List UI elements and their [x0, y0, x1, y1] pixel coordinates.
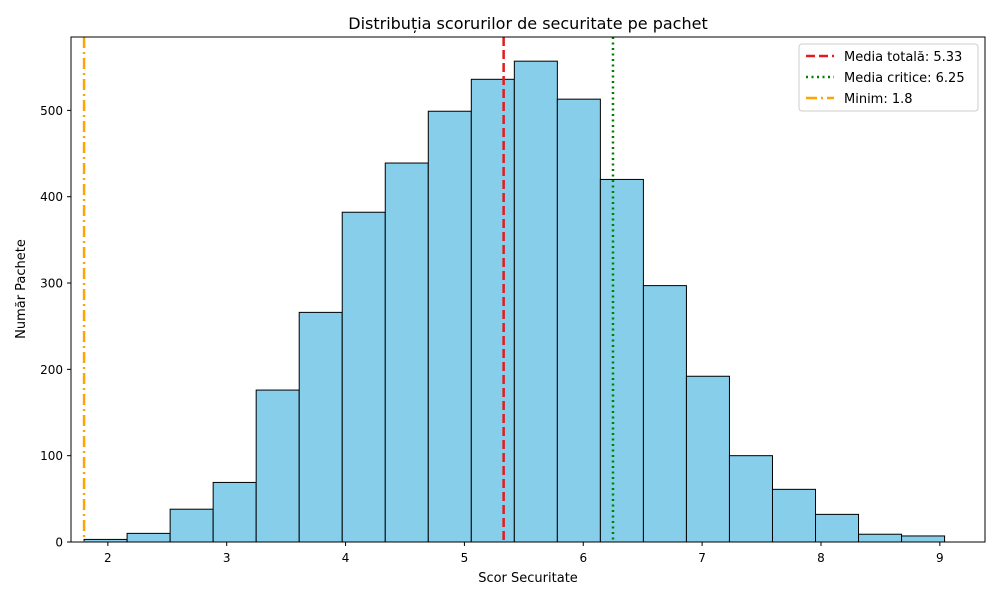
y-tick-label: 0: [55, 536, 63, 550]
y-axis-label: Număr Pachete: [14, 239, 29, 339]
histogram-bar: [599, 178, 644, 543]
y-tick-label: 500: [40, 104, 63, 118]
legend-label-mean-total: Media totală: 5.33: [844, 50, 962, 65]
histogram-bar: [427, 110, 472, 543]
x-tick-label: 7: [698, 551, 706, 565]
histogram-bar: [341, 211, 386, 543]
x-tick-label: 9: [936, 551, 944, 565]
x-tick-label: 3: [223, 551, 231, 565]
x-axis-label: Scor Securitate: [478, 571, 578, 586]
reference-lines: [82, 37, 615, 542]
histogram-bar: [126, 532, 171, 543]
legend-label-minimum: Minim: 1.8: [844, 92, 913, 107]
histogram-bar: [815, 513, 860, 543]
histogram-bar: [384, 162, 429, 543]
x-tick-label: 4: [342, 551, 350, 565]
x-axis-ticks: 2 3 4 5 6 7 8 9: [104, 542, 944, 565]
histogram-bar: [212, 481, 257, 543]
y-tick-label: 400: [40, 190, 63, 204]
histogram-bar: [513, 60, 558, 543]
y-axis-ticks: 0 100 200 300 400 500: [40, 104, 71, 550]
x-tick-label: 8: [817, 551, 825, 565]
y-tick-label: 200: [40, 363, 63, 377]
y-tick-label: 100: [40, 449, 63, 463]
x-tick-label: 6: [579, 551, 587, 565]
histogram-bar: [901, 535, 946, 543]
histogram-bar: [169, 508, 214, 543]
histogram-bar: [556, 98, 601, 543]
legend-label-mean-critical: Media critice: 6.25: [844, 71, 965, 86]
histogram-bar: [642, 285, 687, 543]
histogram-bar: [470, 78, 515, 543]
histogram-bars: [83, 60, 946, 543]
histogram-bar: [771, 488, 817, 543]
chart-title: Distribuția scorurilor de securitate pe …: [348, 14, 707, 33]
histogram-bar: [255, 389, 300, 543]
x-tick-label: 5: [461, 551, 469, 565]
x-tick-label: 2: [104, 551, 112, 565]
legend: Media totală: 5.33 Media critice: 6.25 M…: [798, 43, 979, 112]
histogram-bar: [728, 455, 773, 543]
legend-box: [798, 43, 979, 112]
histogram-bar: [858, 533, 903, 543]
y-tick-label: 300: [40, 277, 63, 291]
histogram-bar: [298, 311, 343, 543]
histogram-bar: [685, 375, 730, 543]
plot-frame: [70, 36, 986, 543]
